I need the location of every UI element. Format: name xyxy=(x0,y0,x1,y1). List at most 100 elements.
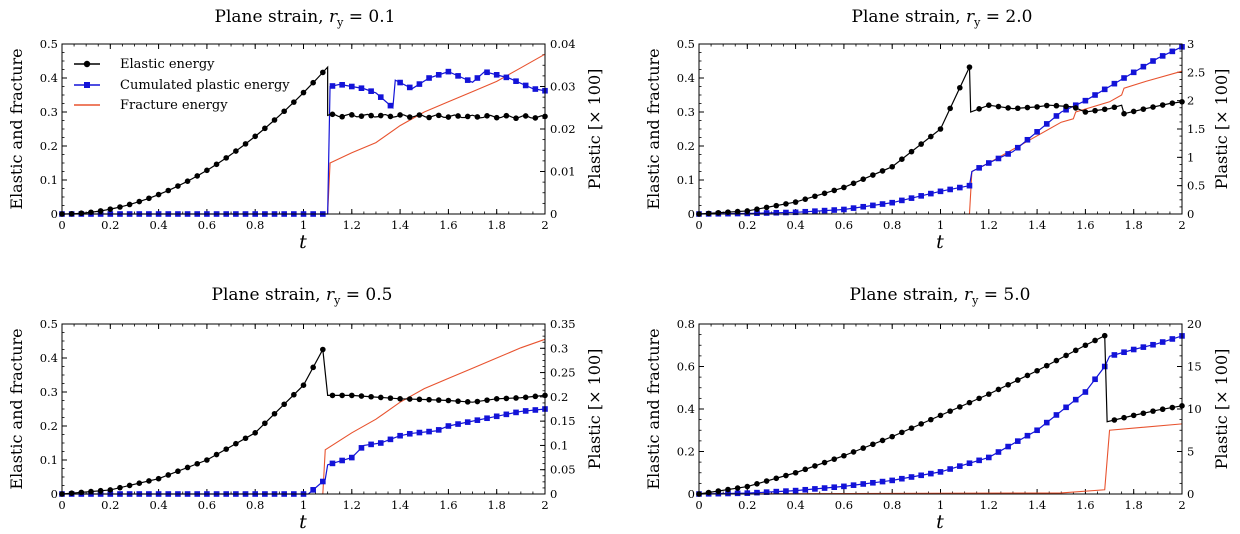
point-plastic xyxy=(426,428,432,435)
x-tick-label: 0.8 xyxy=(246,218,264,232)
point-plastic xyxy=(986,454,992,461)
x-tick-label: 0 xyxy=(695,218,702,232)
x-tick-label: 0.8 xyxy=(246,498,264,512)
point-elastic xyxy=(493,396,500,402)
point-elastic xyxy=(928,416,934,423)
point-elastic xyxy=(802,466,809,473)
y2-tick-label: 0.02 xyxy=(550,122,576,136)
point-elastic xyxy=(146,478,152,484)
panel-ry-0-5: Plane strain, ry = 0.5 Elastic and fract… xyxy=(7,285,604,533)
panel-ry-5-0: Plane strain, ry = 5.0 Elastic and fract… xyxy=(644,285,1231,533)
point-elastic xyxy=(802,196,809,202)
point-elastic xyxy=(175,468,181,475)
point-plastic xyxy=(503,74,510,81)
point-plastic xyxy=(349,83,355,90)
point-plastic xyxy=(831,207,838,213)
point-elastic xyxy=(1130,108,1137,115)
y2-tick-label: 0.15 xyxy=(550,414,576,428)
point-elastic xyxy=(860,176,867,182)
point-plastic xyxy=(995,449,1002,455)
legend-marker-plastic xyxy=(84,82,90,88)
point-elastic xyxy=(918,141,924,147)
point-plastic xyxy=(1034,129,1040,135)
point-elastic xyxy=(986,102,992,108)
point-elastic xyxy=(879,437,886,444)
point-elastic xyxy=(850,180,857,187)
y-tick-label: 0 xyxy=(51,487,58,501)
point-elastic xyxy=(705,210,712,217)
x-tick-label: 1.2 xyxy=(980,218,998,232)
point-plastic xyxy=(908,195,915,201)
plot-area xyxy=(59,338,548,497)
point-plastic xyxy=(1053,113,1060,119)
x-tick-label: 0.4 xyxy=(149,498,167,512)
point-elastic xyxy=(1034,367,1040,374)
point-elastic xyxy=(377,394,384,401)
point-plastic xyxy=(1101,363,1108,370)
x-tick-label: 1 xyxy=(937,218,944,232)
point-plastic xyxy=(947,466,953,472)
point-plastic xyxy=(899,197,905,204)
x-tick-label: 1.4 xyxy=(391,498,409,512)
point-plastic xyxy=(358,445,365,451)
point-plastic xyxy=(918,472,924,479)
point-plastic xyxy=(937,188,944,195)
point-elastic xyxy=(1169,404,1176,411)
point-plastic xyxy=(1063,106,1069,113)
point-elastic xyxy=(831,456,838,462)
point-plastic xyxy=(860,203,867,210)
point-plastic xyxy=(1169,48,1176,55)
point-plastic xyxy=(937,469,944,475)
x-tick-label: 0.4 xyxy=(149,218,167,232)
point-elastic xyxy=(715,488,722,494)
point-elastic xyxy=(262,420,268,427)
point-elastic xyxy=(773,202,780,209)
point-elastic xyxy=(908,148,915,155)
axes-frame xyxy=(61,43,546,215)
point-elastic xyxy=(1159,406,1166,413)
point-elastic xyxy=(445,114,452,120)
point-elastic xyxy=(522,113,529,119)
point-elastic xyxy=(406,396,413,402)
y-tick-label: 0.4 xyxy=(40,351,58,365)
point-plastic xyxy=(1150,341,1156,348)
point-elastic xyxy=(1130,412,1137,419)
point-plastic xyxy=(329,460,336,467)
point-plastic xyxy=(1082,389,1089,395)
point-elastic xyxy=(493,114,500,121)
point-elastic xyxy=(349,112,355,118)
point-elastic xyxy=(117,204,123,210)
point-elastic xyxy=(1014,105,1021,112)
point-plastic xyxy=(947,186,953,193)
legend-label-fracture: Fracture energy xyxy=(120,98,228,113)
y2-tick-label: 0.03 xyxy=(550,80,576,94)
point-plastic xyxy=(1111,80,1118,87)
point-elastic xyxy=(455,398,461,404)
panel-ry-0-1: Plane strain, ry = 0.1 Elastic and fract… xyxy=(7,7,604,253)
point-plastic xyxy=(841,206,847,213)
point-elastic xyxy=(165,472,172,478)
point-plastic xyxy=(445,68,452,75)
point-elastic xyxy=(377,112,384,119)
point-elastic xyxy=(1024,372,1031,379)
point-elastic xyxy=(426,396,432,403)
tick-group: 0 0.2 0.4 0.6 0.8 1 1.2 1.4 1.6 1.8 200.10.20.30.4… xyxy=(677,37,1206,232)
point-plastic xyxy=(870,479,876,486)
point-elastic xyxy=(223,155,230,161)
point-plastic xyxy=(474,417,481,423)
x-tick-label: 2 xyxy=(541,218,548,232)
point-elastic xyxy=(387,113,394,120)
x-tick-label: 1.2 xyxy=(343,498,361,512)
point-plastic xyxy=(1005,443,1011,450)
point-plastic xyxy=(802,486,809,493)
point-elastic xyxy=(233,148,239,154)
point-plastic xyxy=(1024,432,1031,439)
point-plastic xyxy=(879,201,886,207)
point-plastic xyxy=(802,208,809,215)
x-tick-label: 0.6 xyxy=(198,218,216,232)
x-tick-label: 2 xyxy=(541,498,548,512)
point-plastic xyxy=(1130,69,1137,76)
y2-tick-label: 0 xyxy=(1187,487,1194,501)
x-tick-label: 1 xyxy=(300,218,307,232)
point-plastic xyxy=(783,488,789,494)
